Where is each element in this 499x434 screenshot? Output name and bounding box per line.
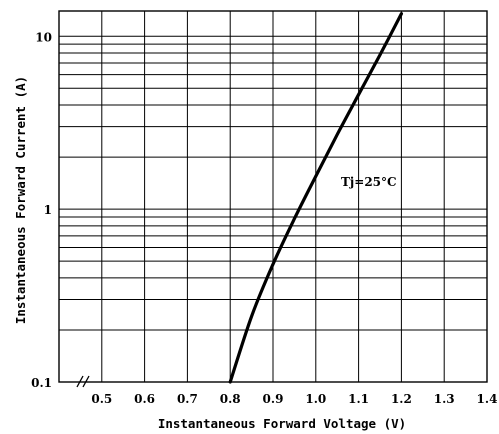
x-tick-label: 0.5 bbox=[91, 392, 112, 406]
axis-break-stroke bbox=[82, 375, 90, 388]
x-tick-label: 1.0 bbox=[305, 392, 326, 406]
x-axis-label: Instantaneous Forward Voltage (V) bbox=[158, 416, 406, 431]
axis-break-stroke bbox=[76, 375, 84, 388]
plot-frame bbox=[58, 10, 488, 383]
y-tick-label: 0.1 bbox=[31, 376, 52, 390]
x-tick-label: 1.3 bbox=[434, 392, 455, 406]
curve-layer bbox=[228, 12, 403, 384]
y-tick-label: 10 bbox=[35, 30, 52, 44]
x-tick-label: 0.6 bbox=[134, 392, 155, 406]
grid-layer bbox=[59, 11, 487, 382]
y-tick-labels: 0.1 1 10 bbox=[31, 30, 52, 390]
y-axis-label: Instantaneous Forward Current (A) bbox=[13, 76, 28, 324]
temperature-annotation: Tj=25°C bbox=[341, 175, 397, 189]
x-tick-label: 0.9 bbox=[263, 392, 284, 406]
x-tick-label: 1.2 bbox=[391, 392, 412, 406]
y-tick-label: 1 bbox=[44, 203, 52, 217]
x-tick-labels: 0.5 0.6 0.7 0.8 0.9 1.0 1.1 1.2 1.3 1.4 bbox=[91, 392, 497, 406]
x-tick-label: 1.1 bbox=[348, 392, 369, 406]
forward-current-curve bbox=[228, 12, 403, 384]
x-tick-label: 0.7 bbox=[177, 392, 198, 406]
x-tick-label: 0.8 bbox=[220, 392, 241, 406]
x-tick-label: 1.4 bbox=[477, 392, 498, 406]
axis-break-mark bbox=[76, 375, 90, 388]
